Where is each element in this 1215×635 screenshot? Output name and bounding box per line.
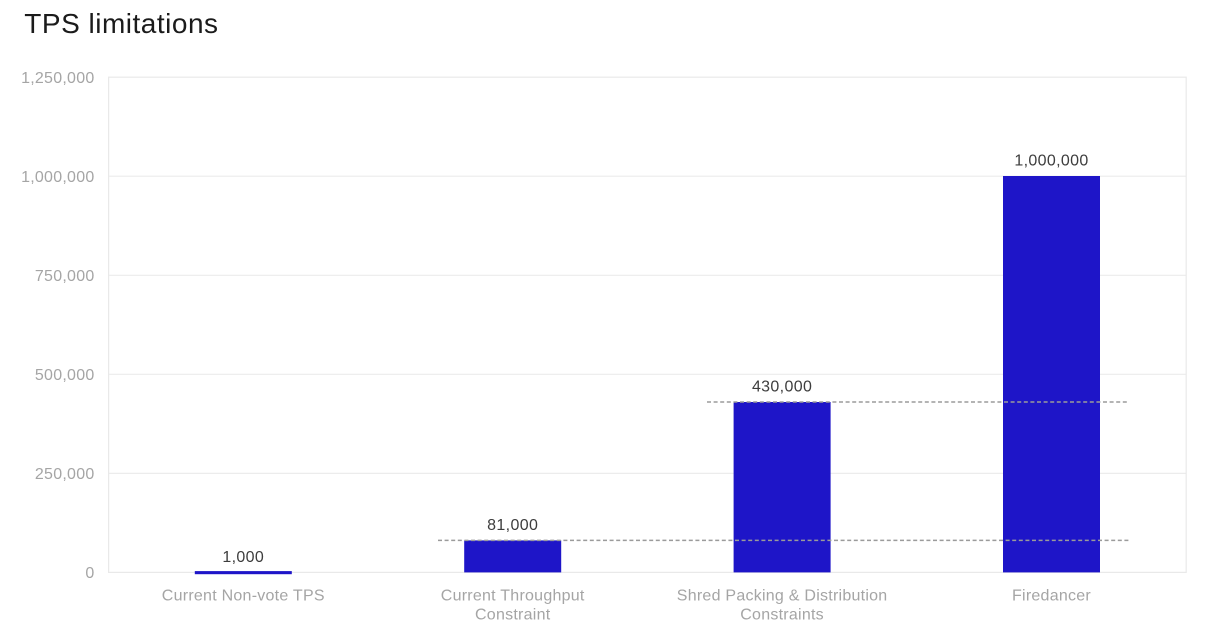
svg-text:TPS limitations: TPS limitations (24, 8, 218, 39)
svg-text:1,000,000: 1,000,000 (1014, 153, 1088, 170)
svg-text:81,000: 81,000 (487, 517, 538, 534)
svg-text:750,000: 750,000 (35, 268, 95, 285)
svg-text:1,250,000: 1,250,000 (21, 70, 94, 87)
svg-text:Current Non-vote TPS: Current Non-vote TPS (162, 587, 325, 604)
svg-text:Constraint: Constraint (475, 607, 551, 624)
svg-text:Firedancer: Firedancer (1012, 587, 1091, 604)
svg-text:Constraints: Constraints (740, 607, 824, 624)
svg-text:Current Throughput: Current Throughput (441, 587, 585, 604)
svg-text:0: 0 (85, 565, 94, 582)
svg-text:250,000: 250,000 (35, 466, 95, 483)
svg-text:430,000: 430,000 (752, 379, 812, 396)
svg-text:Shred Packing & Distribution: Shred Packing & Distribution (677, 587, 888, 604)
svg-text:1,000,000: 1,000,000 (21, 169, 94, 186)
svg-text:500,000: 500,000 (35, 367, 95, 384)
svg-text:1,000: 1,000 (222, 549, 264, 566)
